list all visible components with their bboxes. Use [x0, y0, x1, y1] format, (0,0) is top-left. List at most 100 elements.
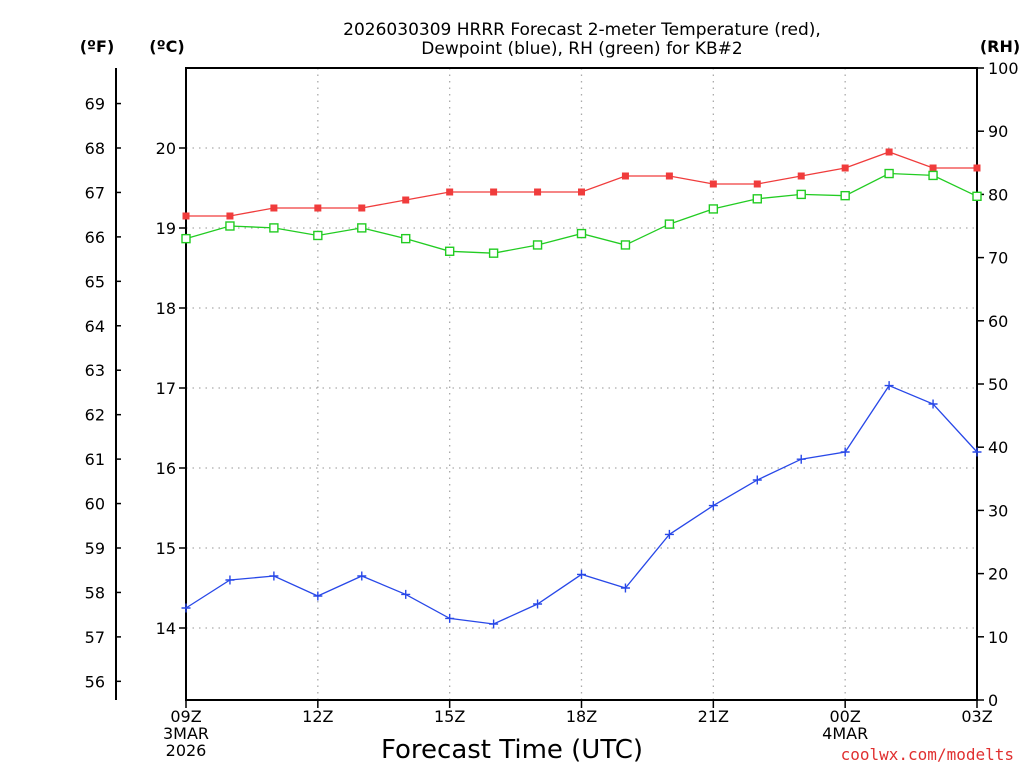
- temperature-point: [314, 204, 322, 212]
- rh-point: [401, 233, 411, 244]
- rh-tick-label: 90: [988, 122, 1008, 141]
- x-tick-label-line: 15Z: [434, 707, 465, 726]
- chart-title-line1: 2026030309 HRRR Forecast 2-meter Tempera…: [343, 20, 821, 40]
- rh-point: [532, 240, 543, 250]
- x-tick-label: 21Z: [698, 707, 729, 726]
- rh-tick-label: 60: [988, 312, 1008, 331]
- temperature-point: [973, 164, 981, 172]
- fahrenheit-tick-label: 66: [85, 228, 105, 247]
- dewpoint-point: [840, 447, 850, 457]
- temperature-point: [578, 188, 585, 196]
- credit-text: coolwx.com/modelts: [841, 745, 1014, 764]
- rh-point: [708, 204, 719, 214]
- temperature-point: [226, 212, 234, 220]
- rh-point: [181, 233, 191, 244]
- dewpoint-point: [928, 399, 938, 409]
- temperature-point: [797, 172, 805, 180]
- dewpoint-point: [357, 571, 367, 581]
- x-tick-label: 15Z: [434, 707, 465, 726]
- celsius-tick-label: 14: [156, 619, 176, 638]
- celsius-unit-label: (ºC): [149, 37, 184, 56]
- temperature-line: [186, 151, 977, 217]
- celsius-tick-label: 19: [156, 219, 176, 238]
- rh-tick-label: 10: [988, 628, 1008, 647]
- rh-point: [972, 191, 982, 201]
- rh-tick-label: 80: [988, 185, 1008, 204]
- rh-tick-label: 30: [988, 501, 1008, 520]
- dewpoint-point: [972, 447, 982, 457]
- celsius-tick-label: 16: [156, 459, 176, 478]
- dewpoint-point: [181, 603, 191, 613]
- celsius-tick-label: 17: [156, 379, 176, 398]
- dewpoint-point: [533, 599, 543, 609]
- data-series: [181, 148, 982, 629]
- fahrenheit-tick-label: 62: [85, 406, 105, 425]
- dewpoint-point: [269, 571, 279, 581]
- x-tick-label: 03Z: [961, 707, 992, 726]
- x-tick-label-line: 12Z: [302, 707, 333, 726]
- fahrenheit-tick-label: 60: [85, 495, 105, 514]
- fahrenheit-tick-label: 69: [85, 95, 105, 114]
- rh-point: [752, 194, 762, 204]
- x-tick-label-line: 3MAR: [163, 724, 209, 743]
- rh-point: [225, 221, 235, 231]
- x-axis-label: Forecast Time (UTC): [381, 735, 643, 765]
- x-tick-label-line: 18Z: [566, 707, 597, 726]
- rh-point: [664, 219, 675, 229]
- rh-tick-label: 50: [988, 375, 1008, 394]
- dewpoint-point: [708, 501, 718, 511]
- fahrenheit-tick-label: 65: [85, 272, 105, 291]
- y-axes: 14 15 16 17 18 19 20 56 57 58 59 60 61 62 63 64 65 66 67 68…: [85, 59, 1019, 710]
- chart-title-line2: Dewpoint (blue), RH (green) for KB#2: [421, 39, 742, 59]
- rh-point: [269, 223, 279, 233]
- temperature-point: [270, 204, 278, 212]
- fahrenheit-tick-label: 59: [85, 539, 105, 558]
- rh-point: [884, 168, 894, 179]
- rh-point: [488, 248, 499, 258]
- rh-point: [357, 223, 367, 233]
- temperature-point: [490, 188, 498, 196]
- fahrenheit-tick-label: 56: [85, 672, 105, 691]
- fahrenheit-tick-label: 64: [85, 317, 105, 336]
- dewpoint-point: [225, 575, 235, 585]
- x-axis: 09Z 3MAR 2026 12Z 15Z 18Z 21Z 00Z 4MAR 03Z: [163, 700, 993, 760]
- x-tick-label: 18Z: [566, 707, 597, 726]
- x-tick-label-line: 00Z: [830, 707, 861, 726]
- rh-point: [576, 228, 587, 239]
- x-tick-label-line: 21Z: [698, 707, 729, 726]
- rh-tick-label: 40: [988, 438, 1008, 457]
- dewpoint-point: [577, 569, 586, 579]
- x-tick-label: 12Z: [302, 707, 333, 726]
- dewpoint-point: [752, 475, 762, 485]
- fahrenheit-tick-label: 57: [85, 628, 105, 647]
- x-tick-label-line: 2026: [166, 741, 207, 760]
- celsius-tick-label: 18: [156, 299, 176, 318]
- x-tick-label-line: 09Z: [170, 707, 201, 726]
- celsius-tick-label: 20: [156, 139, 176, 158]
- rh-point: [796, 189, 806, 200]
- fahrenheit-tick-label: 68: [85, 139, 105, 158]
- rh-point: [444, 246, 455, 256]
- rh-tick-label: 70: [988, 249, 1008, 268]
- rh-point: [840, 190, 850, 201]
- rh-point: [313, 230, 323, 241]
- rh-point: [620, 240, 631, 250]
- x-tick-label: 00Z 4MAR: [822, 707, 868, 743]
- x-tick-label-line: 4MAR: [822, 724, 868, 743]
- dewpoint-point: [445, 613, 455, 623]
- temperature-point: [402, 196, 410, 204]
- temperature-point: [709, 180, 717, 188]
- dewpoint-point: [620, 583, 630, 593]
- temperature-point: [753, 180, 761, 188]
- temperature-point: [929, 164, 937, 172]
- temperature-point: [885, 148, 893, 156]
- fahrenheit-tick-label: 67: [85, 183, 105, 202]
- rh-tick-label: 20: [988, 565, 1008, 584]
- fahrenheit-tick-label: 61: [85, 450, 105, 469]
- fahrenheit-tick-label: 63: [85, 361, 105, 380]
- x-tick-label: 09Z 3MAR 2026: [163, 707, 209, 760]
- temperature-point: [358, 204, 366, 212]
- x-tick-label-line: 03Z: [961, 707, 992, 726]
- dewpoint-point: [884, 381, 894, 391]
- temperature-point: [534, 188, 542, 196]
